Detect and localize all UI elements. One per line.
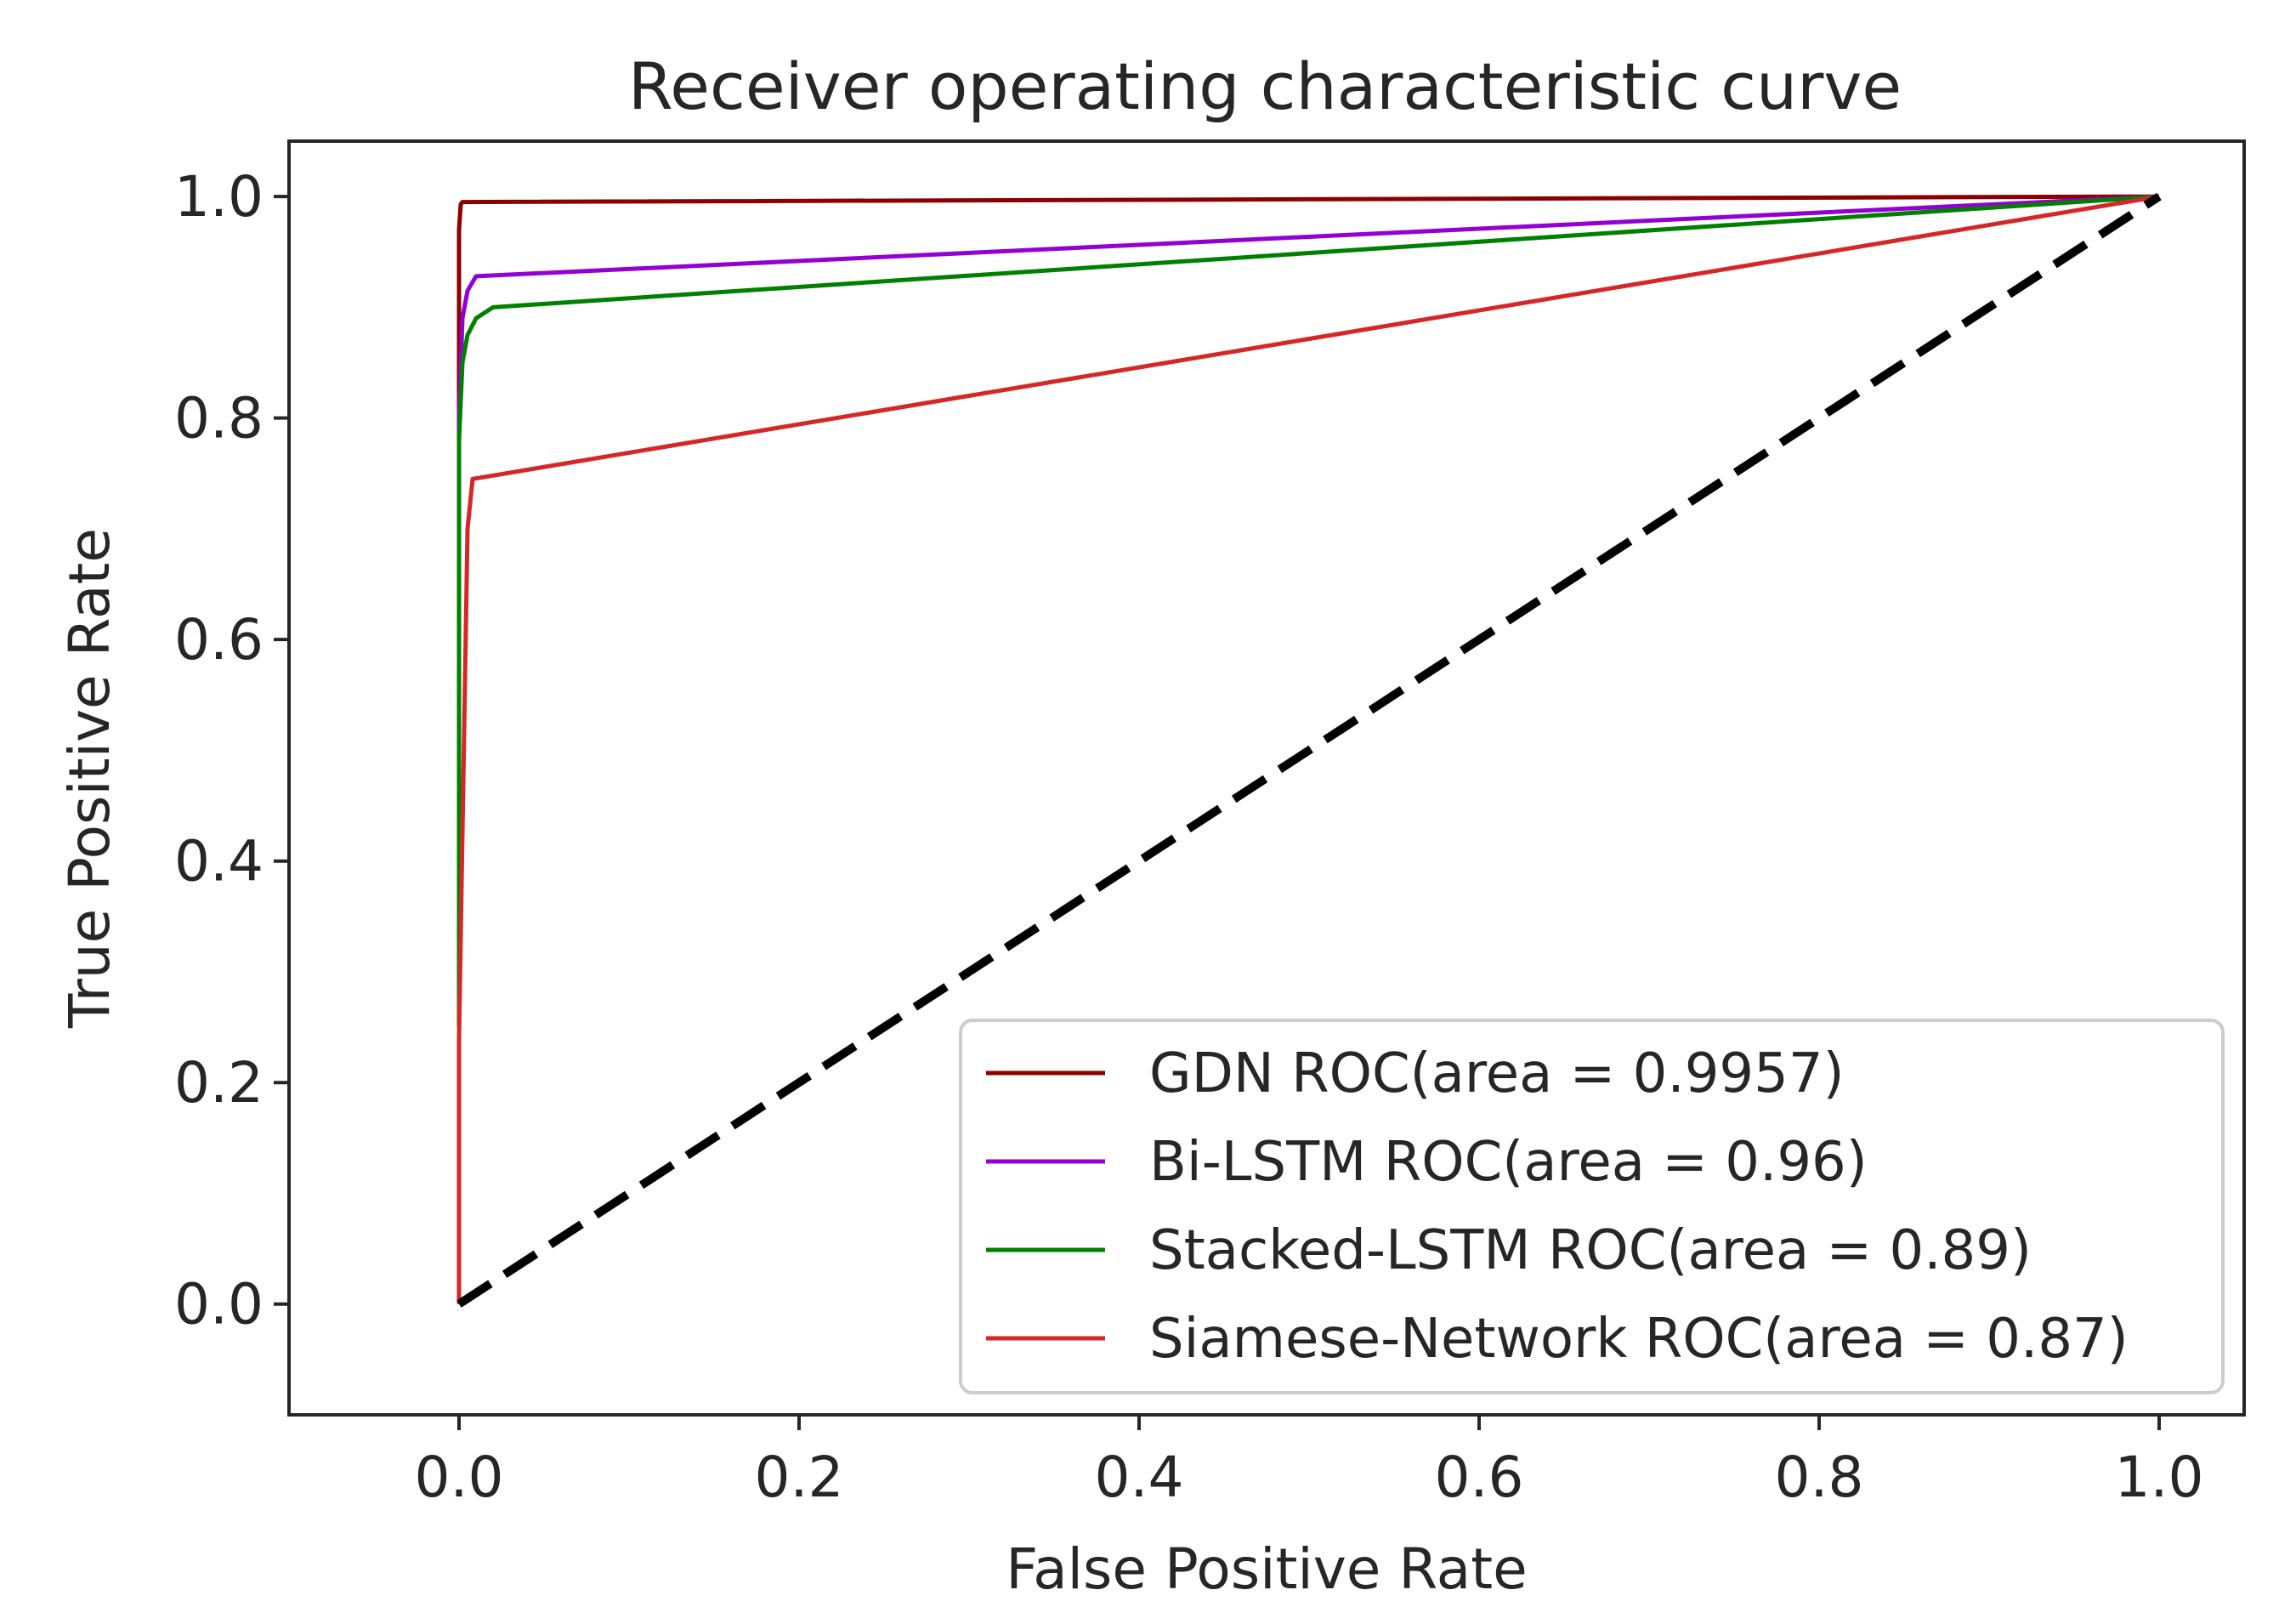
legend-items: GDN ROC(area = 0.9957) Bi-LSTM ROC(area =… (986, 1042, 2129, 1371)
plot-border (287, 139, 2246, 1417)
chart-title: Receiver operating characteristic curve (628, 48, 1902, 124)
y-tick-label: 0.4 (174, 829, 264, 894)
x-tick-label: 0.4 (1095, 1445, 1184, 1510)
series-line-3 (456, 194, 2160, 1304)
series-layer (456, 192, 2162, 1308)
x-tick-label: 1.0 (2115, 1445, 2204, 1510)
y-tick-label: 1.0 (174, 164, 264, 230)
legend-label: Siamese-Network ROC(area = 0.87) (1149, 1308, 2129, 1371)
x-axis-ticks: 0.0 0.2 0.4 0.6 0.8 1.0 (415, 1415, 2204, 1510)
legend-label: GDN ROC(area = 0.9957) (1149, 1042, 1845, 1105)
y-axis-label: True Positive Rate (57, 528, 122, 1029)
legend: GDN ROC(area = 0.9957) Bi-LSTM ROC(area =… (959, 1019, 2225, 1394)
legend-label: Bi-LSTM ROC(area = 0.96) (1149, 1131, 1868, 1194)
x-tick-label: 0.2 (755, 1445, 844, 1510)
y-tick-label: 0.0 (174, 1272, 264, 1337)
y-tick-label: 0.6 (174, 607, 264, 673)
y-tick-label: 0.2 (174, 1050, 264, 1116)
x-tick-label: 0.0 (415, 1445, 504, 1510)
legend-label: Stacked-LSTM ROC(area = 0.89) (1149, 1219, 2032, 1282)
series-line-2 (456, 194, 2160, 1028)
x-axis-label: False Positive Rate (1006, 1536, 1527, 1602)
x-tick-label: 0.8 (1775, 1445, 1864, 1510)
chance-diagonal-line (456, 192, 2162, 1308)
y-tick-label: 0.8 (174, 386, 264, 451)
legend-box (959, 1019, 2225, 1394)
series-line-0 (456, 194, 2160, 418)
y-axis-ticks: 0.0 0.2 0.4 0.6 0.8 1.0 (174, 164, 289, 1337)
x-tick-label: 0.6 (1435, 1445, 1524, 1510)
